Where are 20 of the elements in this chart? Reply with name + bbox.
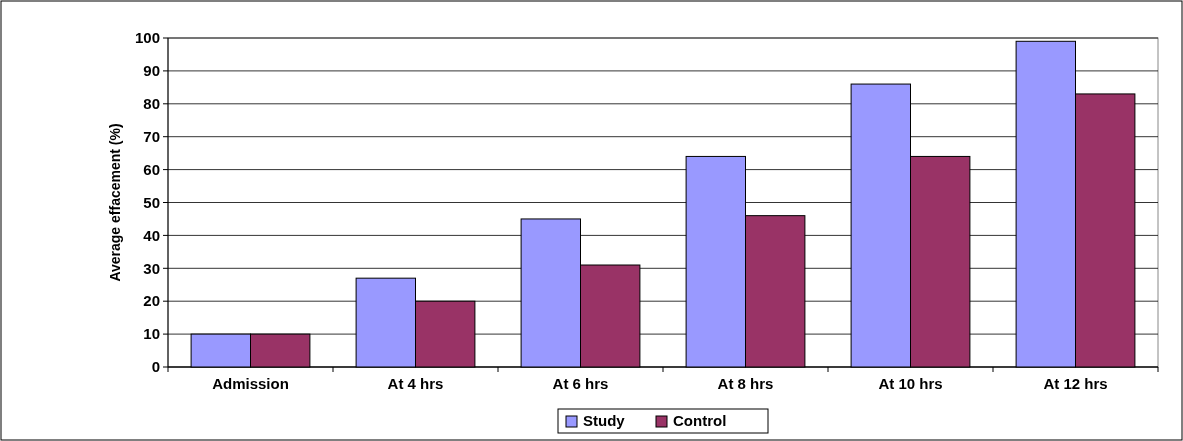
x-tick-label: At 6 hrs bbox=[552, 375, 609, 392]
y-tick-label: 80 bbox=[143, 95, 160, 113]
y-tick-label: 100 bbox=[134, 29, 160, 47]
x-tick-label: At 12 hrs bbox=[1043, 375, 1108, 392]
y-axis-title: Average effacement (%) bbox=[107, 123, 123, 282]
y-tick-label: 30 bbox=[143, 259, 160, 277]
x-tick-label: At 8 hrs bbox=[717, 375, 774, 392]
y-tick-label: 20 bbox=[143, 292, 160, 310]
legend-label: Control bbox=[673, 412, 727, 430]
y-tick-label: 40 bbox=[143, 226, 160, 244]
y-tick-label: 50 bbox=[143, 193, 160, 211]
y-tick-label: 70 bbox=[143, 127, 160, 145]
x-tick-label: At 4 hrs bbox=[387, 375, 444, 392]
y-tick-label: 90 bbox=[143, 62, 160, 80]
y-tick-label: 0 bbox=[151, 358, 160, 376]
legend-label: Study bbox=[583, 412, 626, 430]
y-tick-label: 60 bbox=[143, 160, 160, 178]
y-tick-label: 10 bbox=[143, 325, 160, 343]
x-tick-label: At 10 hrs bbox=[878, 375, 943, 392]
x-tick-label: Admission bbox=[212, 375, 289, 392]
